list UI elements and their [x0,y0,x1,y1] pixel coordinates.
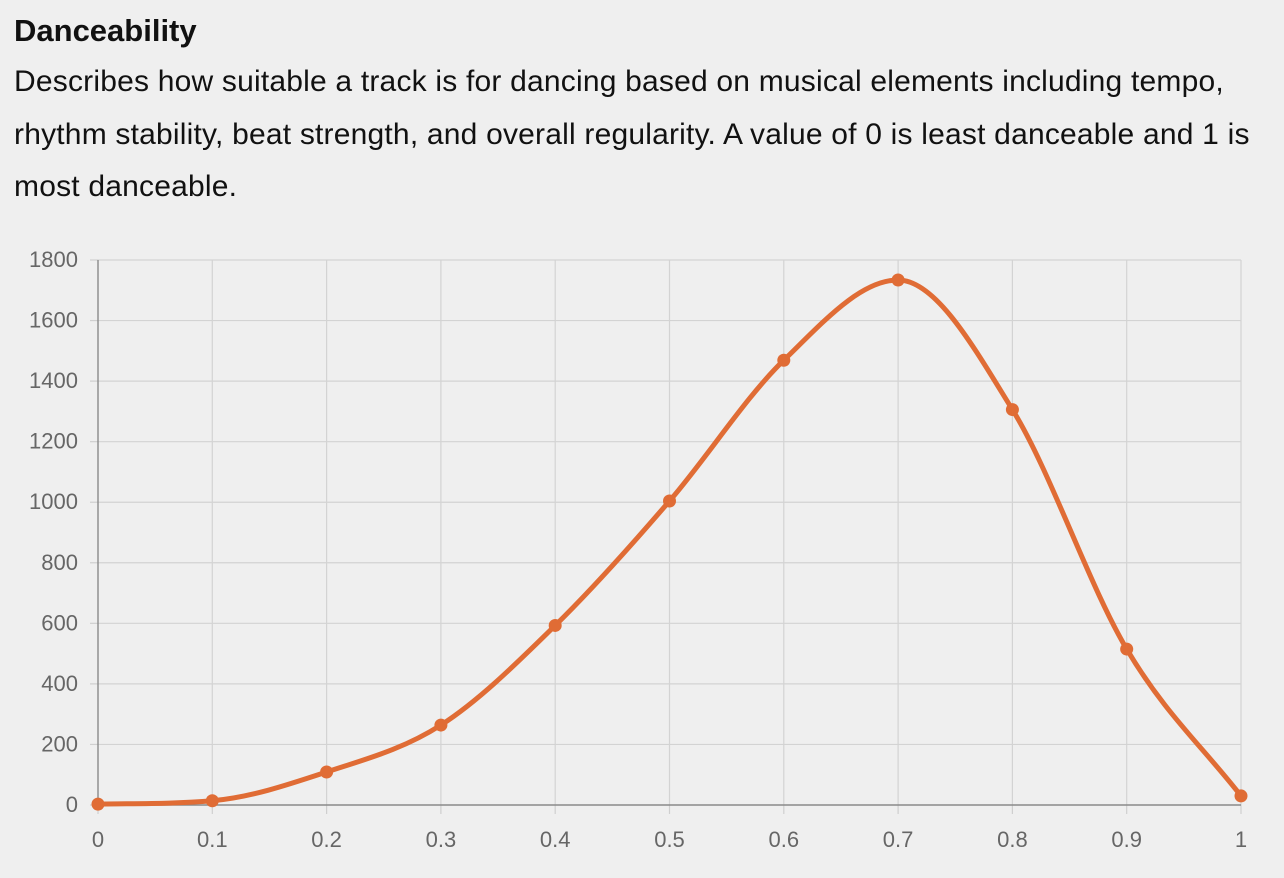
y-tick-label: 400 [41,671,78,696]
chart-description: Describes how suitable a track is for da… [14,65,1250,203]
x-tick-label: 0 [92,827,104,852]
x-tick-label: 0.2 [311,827,342,852]
x-tick-label: 0.9 [1111,827,1142,852]
y-tick-label: 1400 [29,368,78,393]
x-tick-label: 0.8 [997,827,1028,852]
data-point [91,797,105,811]
x-axis-ticks: 0 0.1 0.2 0.3 0.4 0.5 0.6 0.7 0.8 0.9 1 [92,827,1247,852]
y-tick-label: 600 [41,610,78,635]
x-tick-label: 0.4 [540,827,571,852]
y-tick-label: 200 [41,731,78,756]
x-tick-label: 0.1 [197,827,228,852]
data-point [777,353,791,367]
y-tick-label: 800 [41,550,78,575]
y-axis-ticks: 0 200 400 600 800 1000 1200 1400 1600 1800 [29,247,78,817]
data-point [1234,789,1248,803]
y-tick-label: 1800 [29,247,78,272]
x-tick-label: 0.6 [769,827,800,852]
data-point [548,618,562,632]
data-point [320,765,334,779]
x-tick-label: 0.5 [654,827,685,852]
data-point [1005,403,1019,417]
series-group [91,273,1248,811]
y-tick-label: 1200 [29,429,78,454]
x-tick-label: 1 [1235,827,1247,852]
x-tick-label: 0.3 [426,827,457,852]
data-point [205,794,219,808]
x-tick-label: 0.7 [883,827,914,852]
data-point [434,718,448,732]
data-point [891,273,905,287]
grid-lines [90,259,1242,814]
y-tick-label: 1600 [29,308,78,333]
chart-title: Danceability [14,13,197,48]
y-tick-label: 1000 [29,489,78,514]
data-point [663,494,676,508]
y-tick-label: 0 [66,792,78,817]
axes [97,260,1241,806]
data-point [1120,642,1134,656]
